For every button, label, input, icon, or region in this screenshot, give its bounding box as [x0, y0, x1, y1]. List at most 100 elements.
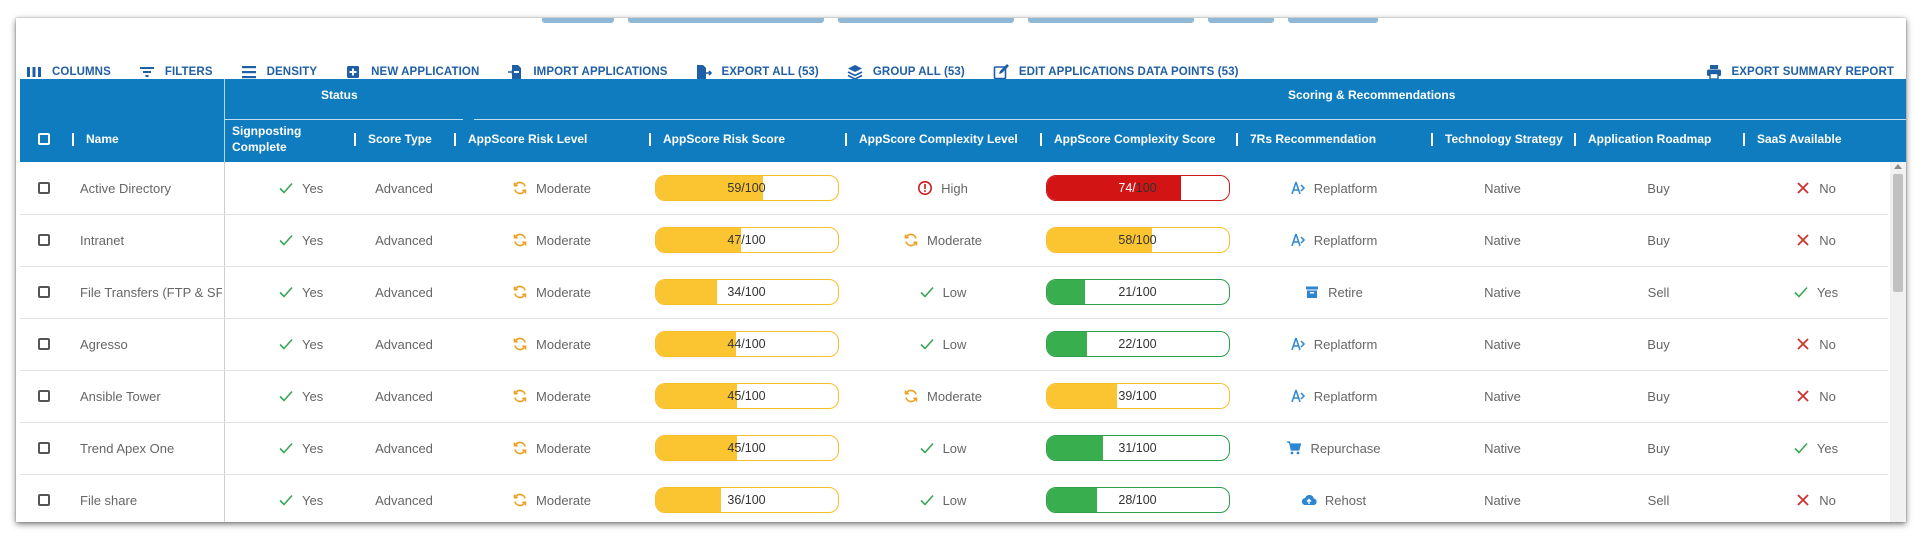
group-all-label: GROUP ALL (53) [872, 66, 965, 78]
table-row[interactable]: Trend Apex One Yes Advanced Moderate 45/… [20, 422, 1888, 475]
row-select-cell [38, 214, 58, 266]
check-icon [919, 492, 935, 508]
cell-name[interactable]: Ansible Tower [80, 370, 222, 422]
import-applications-button[interactable]: IMPORT APPLICATIONS [507, 64, 667, 80]
complexity-score-value: 58 [1118, 233, 1133, 247]
row-checkbox[interactable] [38, 390, 50, 402]
cell-name[interactable]: File share [80, 474, 222, 522]
cell-name[interactable]: Agresso [80, 318, 222, 370]
cell-tech-strategy: Native [1431, 422, 1574, 474]
cell-score-type: Advanced [354, 214, 454, 266]
row-checkbox[interactable] [38, 494, 50, 506]
add-box-icon [347, 66, 360, 78]
tab-stub[interactable] [1208, 18, 1274, 23]
column-header-risk-score[interactable]: AppScore Risk Score [649, 116, 785, 162]
export-all-button[interactable]: EXPORT ALL (53) [696, 64, 819, 80]
column-header-complexity-level[interactable]: AppScore Complexity Level [845, 116, 1018, 162]
column-header-risk-level[interactable]: AppScore Risk Level [454, 116, 587, 162]
export-summary-button[interactable]: EXPORT SUMMARY REPORT [1706, 64, 1894, 80]
scrollbar-thumb[interactable] [1893, 174, 1903, 292]
seven-r-value: Repurchase [1310, 440, 1381, 456]
table-row[interactable]: File Transfers (FTP & SFTP) Yes Advanced… [20, 266, 1888, 319]
complexity-score-max: 100 [1135, 337, 1157, 351]
select-all-checkbox[interactable] [38, 133, 50, 145]
complexity-score-bar: 21/100 [1045, 279, 1230, 305]
complexity-score-text: 74/100 [1118, 181, 1157, 195]
column-separator[interactable] [454, 132, 456, 146]
row-checkbox[interactable] [38, 182, 50, 194]
complexity-score-text: 22/100 [1118, 337, 1157, 351]
risk-score-text: 34/100 [727, 285, 766, 299]
column-header-score-type[interactable]: Score Type [354, 116, 432, 162]
row-checkbox[interactable] [38, 442, 50, 454]
cell-name[interactable]: Active Directory [80, 162, 222, 214]
cell-7rs: Repurchase [1236, 422, 1431, 474]
edit-data-points-button[interactable]: EDIT APPLICATIONS DATA POINTS (53) [993, 64, 1239, 80]
column-header-7rs[interactable]: 7Rs Recommendation [1236, 116, 1376, 162]
row-checkbox[interactable] [38, 234, 50, 246]
score-type-value: Advanced [375, 388, 433, 404]
risk-score-max: 100 [744, 181, 766, 195]
column-separator[interactable] [1743, 132, 1745, 146]
seven-r-value: Replatform [1313, 388, 1378, 404]
column-header-roadmap[interactable]: Application Roadmap [1574, 116, 1711, 162]
column-separator[interactable] [354, 132, 356, 146]
table-row[interactable]: Agresso Yes Advanced Moderate 44/100 Low [20, 318, 1888, 371]
select-all-cell [38, 116, 50, 162]
row-checkbox[interactable] [38, 286, 50, 298]
tab-stub[interactable] [628, 18, 824, 23]
column-header-signposting[interactable]: Signposting Complete [232, 116, 301, 162]
cell-score-type: Advanced [354, 474, 454, 522]
column-separator[interactable] [1574, 132, 1576, 146]
seven-r-value: Rehost [1324, 492, 1367, 508]
complexity-score-text: 31/100 [1118, 441, 1157, 455]
column-separator[interactable] [1040, 132, 1042, 146]
risk-score-bar: 44/100 [654, 331, 839, 357]
cell-complexity-level: Low [845, 422, 1040, 474]
cell-risk-score: 44/100 [649, 318, 844, 370]
column-header-name[interactable]: Name [72, 116, 119, 162]
cell-name[interactable]: File Transfers (FTP & SFTP) [80, 266, 222, 318]
cell-score-type: Advanced [354, 266, 454, 318]
cell-name[interactable]: Intranet [80, 214, 222, 266]
row-checkbox[interactable] [38, 338, 50, 350]
tab-stub[interactable] [1028, 18, 1194, 23]
scroll-up-arrow-icon[interactable] [1894, 164, 1902, 169]
row-select-cell [38, 370, 58, 422]
column-separator[interactable] [1236, 132, 1238, 146]
column-separator[interactable] [649, 132, 651, 146]
tab-stub[interactable] [838, 18, 1014, 23]
filters-label: FILTERS [164, 66, 213, 78]
column-separator[interactable] [1431, 132, 1433, 146]
table-row[interactable]: Ansible Tower Yes Advanced Moderate 45/1… [20, 370, 1888, 423]
tab-stub[interactable] [542, 18, 614, 23]
columns-button[interactable]: COLUMNS [26, 64, 111, 80]
filters-button[interactable]: FILTERS [139, 64, 213, 80]
vertical-scrollbar[interactable] [1890, 162, 1906, 522]
new-application-button[interactable]: NEW APPLICATION [345, 64, 479, 80]
tab-stub[interactable] [1288, 18, 1378, 23]
risk-score-bar: 45/100 [654, 383, 839, 409]
cell-tech-strategy: Native [1431, 474, 1574, 522]
cell-complexity-score: 22/100 [1040, 318, 1235, 370]
application-name: Active Directory [80, 180, 172, 196]
cell-name[interactable]: Trend Apex One [80, 422, 222, 474]
table-row[interactable]: Active Directory Yes Advanced Moderate 5… [20, 162, 1888, 215]
column-separator[interactable] [845, 132, 847, 146]
table-row[interactable]: File share Yes Advanced Moderate 36/100 … [20, 474, 1888, 522]
risk-score-max: 100 [744, 441, 766, 455]
column-header-tech-strategy[interactable]: Technology Strategy [1431, 116, 1563, 162]
density-button[interactable]: DENSITY [241, 64, 318, 80]
table-row[interactable]: Intranet Yes Advanced Moderate 47/100 Mo… [20, 214, 1888, 267]
header-divider [224, 79, 225, 162]
complexity-score-text: 58/100 [1118, 233, 1157, 247]
complexity-level-value: Low [942, 336, 967, 352]
column-separator[interactable] [72, 132, 74, 146]
cell-complexity-score: 39/100 [1040, 370, 1235, 422]
signposting-value: Yes [302, 388, 324, 404]
group-all-button[interactable]: GROUP ALL (53) [847, 64, 965, 80]
replatform-icon [1290, 388, 1306, 404]
roadmap-value: Buy [1647, 388, 1670, 404]
column-header-complexity-score[interactable]: AppScore Complexity Score [1040, 116, 1215, 162]
column-header-saas[interactable]: SaaS Available [1743, 116, 1842, 162]
